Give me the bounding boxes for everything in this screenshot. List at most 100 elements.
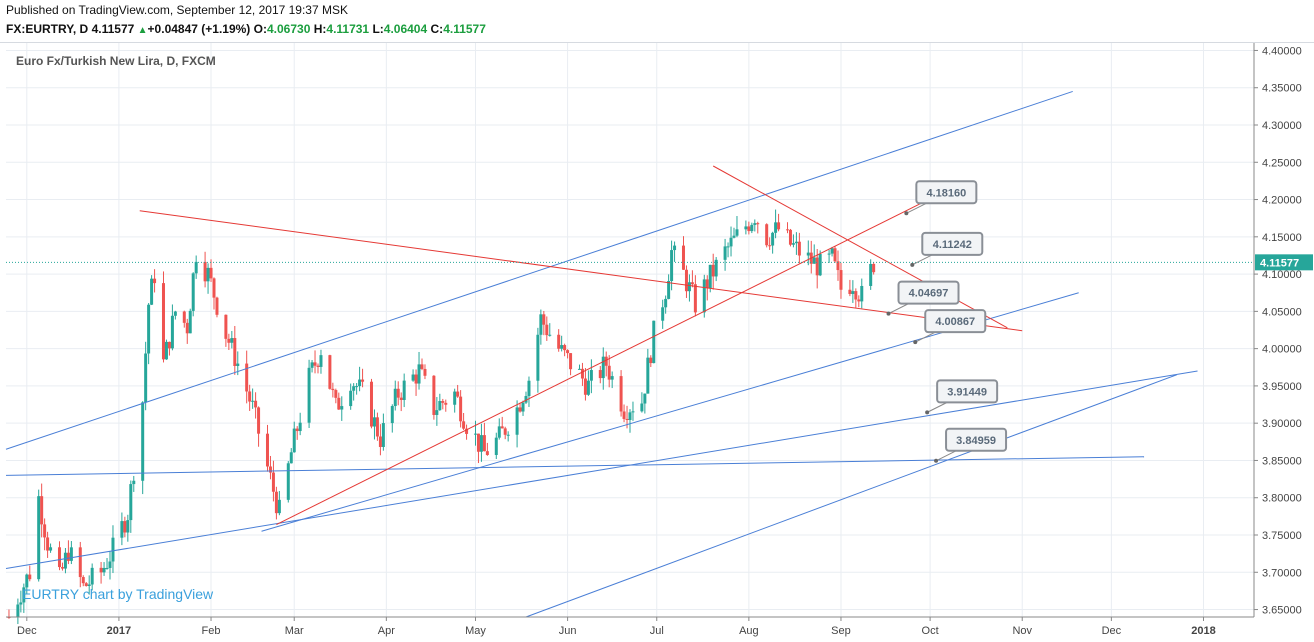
candle-body	[90, 567, 94, 585]
candle-body	[812, 257, 816, 264]
open-value: 4.06730	[266, 22, 311, 36]
ohlc-readout: FX:EURTRY, D 4.11577 ▲+0.04847 (+1.19%) …	[6, 22, 486, 36]
low-label: L:	[372, 22, 384, 36]
candle-body	[399, 397, 403, 400]
candle-body	[521, 402, 525, 412]
y-tick-label: 3.70000	[1262, 567, 1302, 579]
callout-anchor	[886, 311, 891, 316]
candle-body	[358, 379, 362, 387]
y-tick-label: 4.20000	[1262, 195, 1302, 207]
candle-body	[684, 269, 688, 292]
symbol-label: FX:EURTRY, D	[6, 22, 89, 36]
candle-body	[539, 314, 543, 335]
x-tick-label: Jun	[559, 625, 577, 637]
candle-body	[185, 322, 189, 334]
trend-lines[interactable]	[5, 90, 1254, 618]
candle-body	[482, 435, 486, 452]
y-tick-label: 4.40000	[1262, 45, 1302, 57]
chart-header: Published on TradingView.com, September …	[0, 0, 1314, 43]
candle-body	[340, 406, 344, 410]
last-price-tag-label: 4.11577	[1260, 257, 1299, 269]
candle-body	[57, 547, 61, 568]
blue-trend-line	[525, 374, 1177, 618]
candle-body	[839, 270, 843, 290]
candle-body	[560, 345, 564, 349]
candle-body	[753, 223, 757, 225]
candle-body	[735, 229, 739, 236]
candle-body	[797, 241, 801, 256]
candle-body	[667, 280, 671, 299]
candle-body	[583, 378, 587, 395]
high-value: 4.11731	[326, 22, 370, 36]
candle-body	[670, 250, 674, 281]
candle-body	[604, 356, 608, 366]
candle-body	[423, 368, 427, 376]
candle-body	[744, 226, 748, 230]
candle-body	[331, 388, 335, 391]
candle-body	[854, 291, 858, 300]
candle-body	[732, 235, 736, 238]
candle-body	[566, 350, 570, 354]
candle-body	[298, 422, 302, 432]
candle-body	[456, 391, 460, 397]
callout-pointer	[926, 401, 948, 413]
candle-body	[227, 338, 231, 343]
candle-body	[295, 428, 299, 432]
callout-anchor	[925, 410, 930, 415]
candle-body	[170, 315, 174, 349]
candle-body	[22, 587, 26, 603]
candle-body	[37, 496, 41, 580]
candle-body	[462, 421, 466, 429]
candle-body	[381, 423, 385, 447]
callout-pointer	[912, 254, 933, 266]
candle-body	[355, 386, 359, 388]
candle-body	[711, 264, 715, 277]
y-tick-label: 4.15000	[1262, 232, 1302, 244]
candle-body	[607, 365, 611, 380]
candle-body	[63, 552, 67, 569]
candle-body	[164, 341, 168, 360]
candle-body	[836, 261, 840, 271]
candle-body	[747, 226, 751, 232]
candle-body	[610, 376, 614, 380]
x-tick-label: Nov	[1012, 625, 1032, 637]
candle-body	[857, 299, 861, 302]
candle-body	[254, 400, 258, 408]
candle-body	[649, 357, 653, 364]
candle-body	[794, 241, 798, 244]
candle-body	[785, 229, 789, 231]
blue-trend-line	[5, 370, 1198, 570]
candle-body	[563, 345, 567, 351]
y-tick-label: 3.80000	[1262, 493, 1302, 505]
price-chart[interactable]: 4.18160 4.11242 4.04697 4.00867 3.91449 3.849…	[0, 43, 1314, 642]
blue-trend-line	[5, 456, 1145, 476]
candle-body	[396, 388, 400, 398]
candle-body	[361, 379, 365, 382]
x-tick-label: Dec	[1102, 625, 1122, 637]
candle-body	[411, 374, 415, 381]
candle-body	[215, 297, 219, 315]
candle-body	[432, 375, 436, 415]
candle-body	[248, 391, 252, 402]
candle-body	[771, 232, 775, 246]
candle-body	[191, 273, 195, 311]
candle-body	[705, 279, 709, 289]
x-tick-label: Dec	[17, 625, 37, 637]
plot-area	[6, 43, 1254, 617]
price-callouts[interactable]: 4.18160 4.11242 4.04697 4.00867 3.91449 3.849…	[886, 180, 1008, 463]
candle-body	[78, 547, 82, 578]
callout-anchor	[913, 340, 918, 345]
candle-body	[292, 428, 296, 453]
candle-body	[494, 437, 498, 455]
candle-body	[479, 435, 483, 452]
callout-box	[924, 309, 987, 334]
close-value: 4.11577	[443, 22, 486, 36]
red-trend-line	[139, 210, 1023, 332]
candle-body	[334, 390, 338, 398]
candle-body	[527, 380, 531, 397]
change-up-icon: ▲	[137, 25, 148, 36]
x-tick-label: Feb	[202, 625, 221, 637]
candle-body	[860, 285, 864, 302]
callout-box	[921, 231, 984, 256]
candle-body	[289, 452, 293, 464]
